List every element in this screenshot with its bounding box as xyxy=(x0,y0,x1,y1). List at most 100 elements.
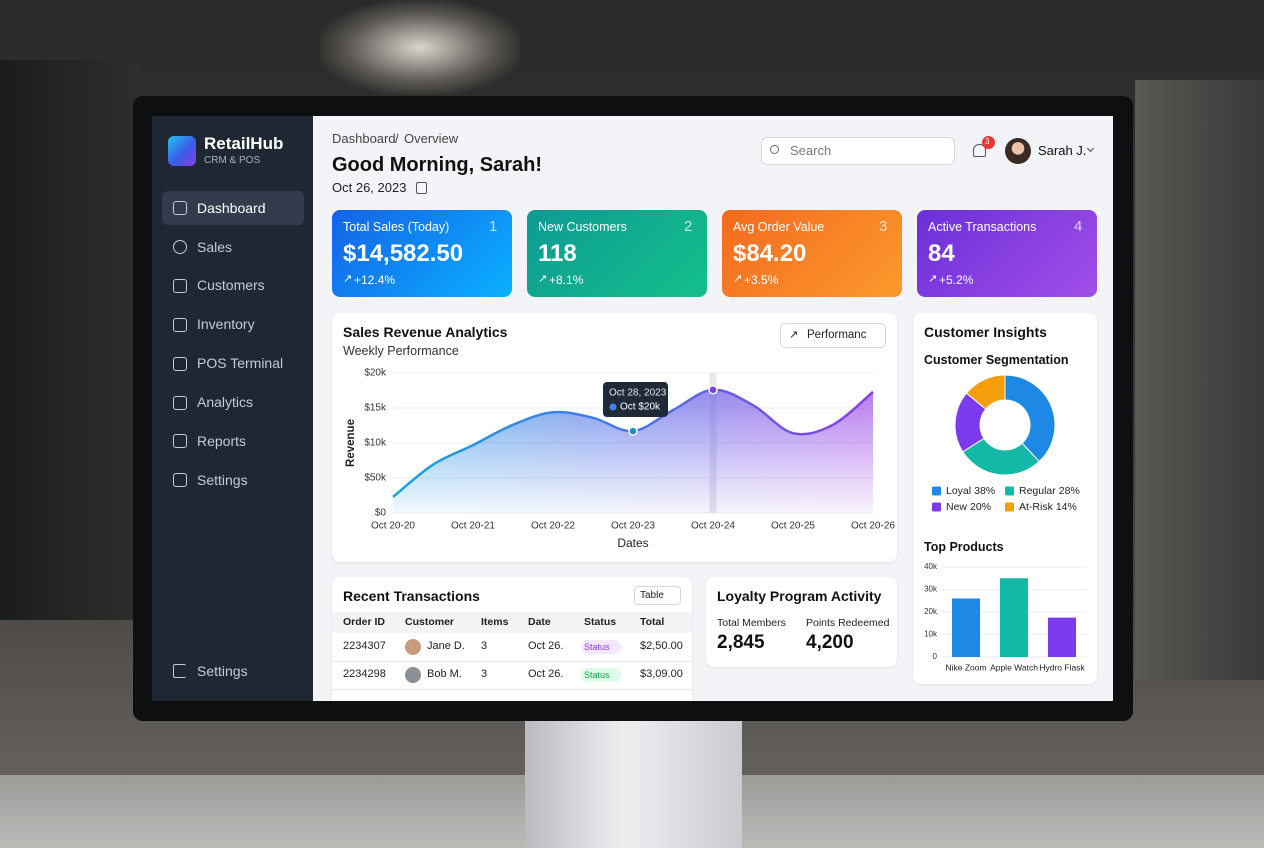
table-cell: 3 xyxy=(481,640,488,653)
nav-icon xyxy=(173,473,187,488)
column-header: Customer xyxy=(405,615,455,628)
chart-subtitle: Weekly Performance xyxy=(343,343,459,358)
metric-value: 2,845 xyxy=(717,631,765,653)
kpi-index: 1 xyxy=(489,218,498,235)
status-label: Status xyxy=(584,641,610,652)
breadcrumb: Dashboard xyxy=(332,131,396,147)
kpi-index: 3 xyxy=(879,218,888,235)
metric-value: 4,200 xyxy=(806,631,854,653)
nav-active xyxy=(162,191,304,225)
table-cell: Jane D. xyxy=(427,640,465,653)
notification-count: 3 xyxy=(985,137,990,147)
table-title: Recent Transactions xyxy=(343,587,480,604)
loyalty-title: Loyalty Program Activity xyxy=(717,587,882,604)
date: Oct 26, 2023 xyxy=(332,180,407,196)
nav-icon xyxy=(173,434,187,449)
nav-item[interactable]: Dashboard xyxy=(197,199,266,216)
table-cell: $3,09.00 xyxy=(640,668,683,681)
nav-item[interactable]: Analytics xyxy=(197,394,254,411)
table-cell: Bob M. xyxy=(427,668,462,681)
loyalty-card xyxy=(706,577,897,667)
nav-footer[interactable]: Settings xyxy=(197,662,248,679)
chart-title: Sales Revenue Analytics xyxy=(343,323,508,340)
kpi-card xyxy=(527,210,707,297)
kpi-change: +5.2% xyxy=(939,272,974,287)
nav-item[interactable]: Customers xyxy=(197,277,265,294)
customer-avatar xyxy=(405,667,421,683)
search-icon xyxy=(770,145,779,154)
kpi-card xyxy=(917,210,1097,297)
chart-title: Top Products xyxy=(924,539,1004,554)
chart-title: Customer Segmentation xyxy=(924,352,1069,367)
window-right xyxy=(1135,80,1264,680)
kpi-card xyxy=(722,210,902,297)
nav-icon xyxy=(173,356,187,371)
table-cell: 2234307 xyxy=(343,640,386,653)
nav-item[interactable]: Sales xyxy=(197,238,233,255)
chevron xyxy=(1086,144,1095,153)
nav-item[interactable]: Reports xyxy=(197,433,247,449)
column-header: Order ID xyxy=(343,615,386,628)
kpi-index: 2 xyxy=(684,218,693,235)
table-cell: $2,50.00 xyxy=(640,640,683,653)
badge xyxy=(982,136,995,149)
customer-avatar xyxy=(405,639,421,655)
dropdown[interactable] xyxy=(780,323,886,348)
nav-item[interactable]: Inventory xyxy=(197,316,255,333)
ceiling-light xyxy=(320,0,520,95)
user-name: Sarah J. xyxy=(1038,143,1087,159)
status-pill xyxy=(581,668,621,682)
logo xyxy=(168,136,196,166)
avatar xyxy=(1005,138,1031,164)
kpi-change: +8.1% xyxy=(549,272,584,287)
bell[interactable] xyxy=(973,144,986,157)
nav-item[interactable]: POS Terminal xyxy=(197,355,284,372)
kpi-arrow: ↗ xyxy=(928,273,938,286)
nav-item[interactable]: Settings xyxy=(197,471,248,488)
insights-card xyxy=(913,313,1097,684)
monitor-stand xyxy=(525,715,742,848)
column-header: Items xyxy=(481,615,509,628)
view-select[interactable] xyxy=(634,586,681,605)
status-pill xyxy=(581,640,621,654)
kpi-arrow: ↗ xyxy=(538,273,548,286)
kpi-value: 118 xyxy=(538,239,577,267)
nav-icon xyxy=(173,239,187,254)
kpi-card xyxy=(332,210,512,297)
column-header: Total xyxy=(640,615,665,628)
view-label: Table xyxy=(640,590,664,601)
status-label: Status xyxy=(584,669,610,680)
nav-icon xyxy=(173,201,187,215)
column-header: Date xyxy=(528,615,551,628)
row-divider xyxy=(332,689,692,690)
table-head-bg xyxy=(332,612,692,633)
greeting: Good Morning, Sarah! xyxy=(332,154,542,176)
column-header: Status xyxy=(584,615,617,628)
nav-icon xyxy=(173,278,187,293)
table-cell: 3 xyxy=(481,668,488,681)
logout-icon xyxy=(173,664,186,678)
kpi-change: +3.5% xyxy=(744,272,779,287)
nav-icon xyxy=(173,317,187,332)
search-box[interactable] xyxy=(761,137,955,165)
kpi-value: $84.20 xyxy=(733,239,807,267)
metric-label: Points Redeemed xyxy=(806,616,890,629)
brand: RetailHub xyxy=(204,133,284,153)
dropdown-label: Performanc xyxy=(807,329,867,342)
kpi-arrow: ↗ xyxy=(343,273,353,286)
tagline: CRM & POS xyxy=(204,155,261,166)
kpi-value: $14,582.50 xyxy=(343,239,464,267)
breadcrumb: Overview xyxy=(404,131,459,147)
window-left xyxy=(0,60,140,620)
table-cell: Oct 26. xyxy=(528,668,564,681)
table-cell: Oct 26. xyxy=(528,640,564,653)
search-placeholder: Search xyxy=(790,143,832,159)
nav-icon xyxy=(173,395,187,410)
insights-title: Customer Insights xyxy=(924,323,1047,340)
camera-notch xyxy=(603,701,663,719)
transactions-card xyxy=(332,577,692,707)
kpi-arrow: ↗ xyxy=(733,273,743,286)
kpi-label: Total Sales (Today) xyxy=(343,219,450,234)
